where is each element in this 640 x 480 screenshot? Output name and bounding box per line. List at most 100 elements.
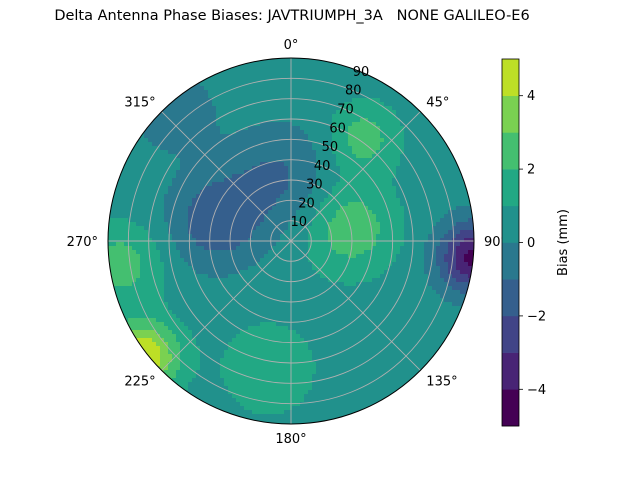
contour-cell: [260, 162, 265, 167]
contour-cell: [372, 130, 377, 135]
contour-cell: [256, 114, 261, 119]
contour-cell: [340, 142, 345, 147]
contour-cell: [336, 294, 341, 299]
contour-cell: [304, 306, 309, 311]
contour-cell: [316, 86, 321, 91]
contour-cell: [176, 238, 181, 243]
contour-cell: [228, 74, 233, 79]
contour-cell: [140, 254, 145, 259]
contour-cell: [284, 78, 289, 83]
contour-cell: [148, 130, 153, 135]
contour-cell: [400, 278, 405, 283]
contour-cell: [404, 210, 409, 215]
contour-cell: [172, 210, 177, 215]
contour-cell: [448, 302, 453, 307]
contour-cell: [392, 90, 397, 95]
contour-cell: [264, 238, 269, 243]
contour-cell: [300, 202, 305, 207]
contour-cell: [148, 190, 153, 195]
contour-cell: [172, 190, 177, 195]
contour-cell: [280, 270, 285, 275]
contour-cell: [160, 258, 165, 263]
contour-cell: [392, 258, 397, 263]
contour-cell: [340, 306, 345, 311]
contour-cell: [416, 118, 421, 123]
contour-cell: [276, 70, 281, 75]
contour-cell: [232, 82, 237, 87]
contour-cell: [336, 190, 341, 195]
contour-cell: [212, 238, 217, 243]
contour-cell: [228, 262, 233, 267]
contour-cell: [152, 190, 157, 195]
contour-cell: [184, 206, 189, 211]
contour-cell: [440, 202, 445, 207]
contour-cell: [296, 62, 301, 67]
contour-cell: [284, 142, 289, 147]
contour-cell: [372, 182, 377, 187]
contour-cell: [240, 302, 245, 307]
contour-cell: [276, 258, 281, 263]
contour-cell: [304, 78, 309, 83]
contour-cell: [240, 282, 245, 287]
contour-cell: [456, 246, 461, 251]
contour-cell: [200, 230, 205, 235]
contour-cell: [164, 294, 169, 299]
contour-cell: [412, 110, 417, 115]
contour-cell: [136, 254, 141, 259]
contour-cell: [280, 298, 285, 303]
contour-cell: [200, 218, 205, 223]
contour-cell: [432, 218, 437, 223]
contour-cell: [324, 266, 329, 271]
contour-cell: [436, 238, 441, 243]
contour-cell: [436, 250, 441, 255]
contour-cell: [296, 210, 301, 215]
contour-cell: [292, 106, 297, 111]
contour-cell: [332, 154, 337, 159]
contour-cell: [460, 186, 465, 191]
contour-cell: [300, 134, 305, 139]
contour-cell: [240, 274, 245, 279]
contour-cell: [412, 130, 417, 135]
contour-cell: [184, 266, 189, 271]
contour-cell: [116, 290, 121, 295]
contour-cell: [152, 174, 157, 179]
contour-cell: [132, 302, 137, 307]
contour-cell: [316, 278, 321, 283]
contour-cell: [296, 186, 301, 191]
contour-cell: [280, 274, 285, 279]
contour-cell: [180, 166, 185, 171]
contour-cell: [356, 118, 361, 123]
contour-cell: [200, 246, 205, 251]
contour-cell: [220, 106, 225, 111]
contour-cell: [216, 278, 221, 283]
contour-cell: [332, 278, 337, 283]
contour-cell: [132, 254, 137, 259]
contour-cell: [260, 74, 265, 79]
contour-cell: [152, 246, 157, 251]
contour-cell: [288, 62, 293, 67]
contour-cell: [204, 134, 209, 139]
contour-cell: [360, 210, 365, 215]
contour-cell: [276, 222, 281, 227]
contour-cell: [412, 158, 417, 163]
contour-cell: [352, 118, 357, 123]
contour-cell: [336, 110, 341, 115]
contour-cell: [204, 206, 209, 211]
contour-cell: [124, 294, 129, 299]
contour-cell: [304, 302, 309, 307]
contour-cell: [464, 218, 469, 223]
contour-cell: [264, 62, 269, 67]
contour-cell: [280, 210, 285, 215]
contour-cell: [224, 70, 229, 75]
contour-cell: [284, 206, 289, 211]
contour-cell: [140, 202, 145, 207]
contour-cell: [244, 278, 249, 283]
contour-cell: [368, 226, 373, 231]
contour-cell: [192, 166, 197, 171]
contour-cell: [404, 106, 409, 111]
contour-cell: [336, 102, 341, 107]
contour-cell: [268, 138, 273, 143]
contour-cell: [292, 174, 297, 179]
contour-cell: [192, 210, 197, 215]
contour-cell: [396, 290, 401, 295]
